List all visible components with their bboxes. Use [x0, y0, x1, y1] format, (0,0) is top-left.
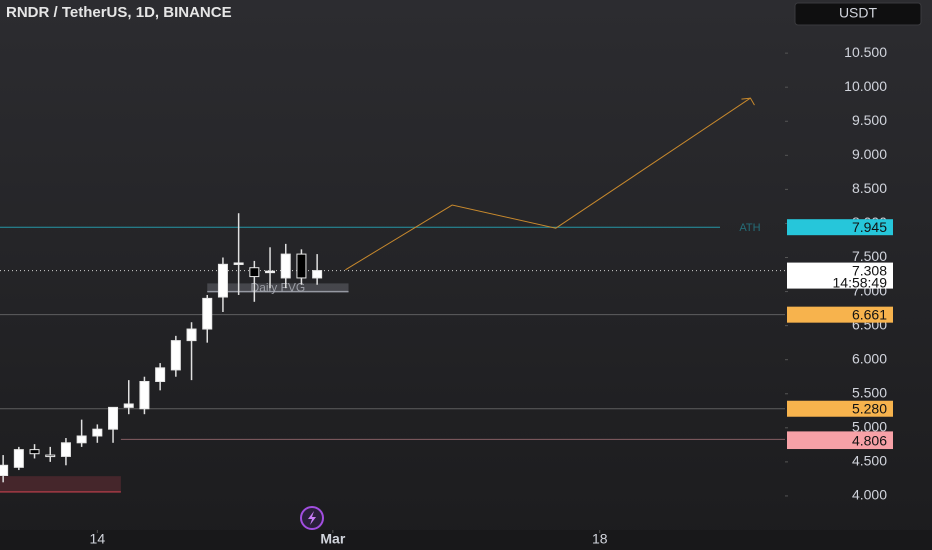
- candle-body: [170, 340, 181, 371]
- y-tick-label: 10.500: [844, 44, 887, 60]
- candle-body: [60, 442, 71, 457]
- candle-body: [0, 464, 9, 477]
- candle-body: [249, 267, 260, 278]
- projection-arrow: [741, 97, 755, 106]
- x-tick-label: 14: [90, 531, 106, 547]
- last-price-label: 7.308: [852, 262, 887, 278]
- y-tick-label: 7.500: [852, 248, 887, 264]
- price-tag: [787, 400, 893, 417]
- candle-body: [217, 263, 228, 298]
- zone-label: Daily FVG: [251, 281, 306, 295]
- price-tag: [787, 306, 893, 323]
- y-tick-label: 4.000: [852, 487, 887, 503]
- projection-line: [345, 97, 751, 271]
- price-tag-label: 6.661: [852, 306, 887, 322]
- zone: [207, 283, 349, 292]
- currency-label[interactable]: USDT: [839, 5, 878, 21]
- price-tag-label: 4.806: [852, 433, 887, 449]
- y-tick-label: 8.500: [852, 180, 887, 196]
- y-tick-label: 10.000: [844, 78, 887, 94]
- lightning-icon[interactable]: [300, 506, 324, 530]
- time-axis-strip: [0, 530, 932, 550]
- candle-body: [92, 428, 103, 437]
- candle-body: [29, 449, 40, 455]
- price-tag-label: 7.945: [852, 219, 887, 235]
- candle-body: [202, 297, 213, 330]
- candle-body: [186, 328, 197, 342]
- price-tag-label: 5.280: [852, 400, 887, 416]
- x-tick-label: Mar: [320, 531, 345, 547]
- price-tag: [787, 219, 893, 236]
- candle-body: [265, 270, 276, 274]
- last-price-tag: [787, 262, 893, 289]
- candle-body: [280, 253, 291, 279]
- currency-button[interactable]: [794, 2, 922, 26]
- y-tick-label: 5.000: [852, 419, 887, 435]
- chart-title: RNDR / TetherUS, 1D, BINANCE: [6, 4, 232, 21]
- plot: Daily FVG ATH: [0, 52, 788, 533]
- zone: [0, 476, 121, 492]
- candle-body: [312, 270, 323, 279]
- candle-body: [139, 380, 150, 410]
- candle-body: [45, 454, 56, 458]
- level-text: ATH: [739, 222, 760, 234]
- candle-body: [13, 449, 24, 468]
- y-tick-label: 9.500: [852, 112, 887, 128]
- y-tick-label: 6.000: [852, 350, 887, 366]
- price-tag: [787, 433, 893, 450]
- candle-body: [123, 403, 134, 408]
- y-tick-label: 4.500: [852, 453, 887, 469]
- y-tick-label: 5.500: [852, 384, 887, 400]
- candle-body: [155, 367, 166, 382]
- countdown: 14:58:49: [833, 274, 888, 290]
- candle-body: [108, 406, 119, 430]
- candle-body: [233, 262, 244, 265]
- y-tick-label: 9.000: [852, 146, 887, 162]
- candle-body: [296, 253, 307, 279]
- candle-body: [76, 435, 87, 444]
- x-tick-label: 18: [592, 531, 608, 547]
